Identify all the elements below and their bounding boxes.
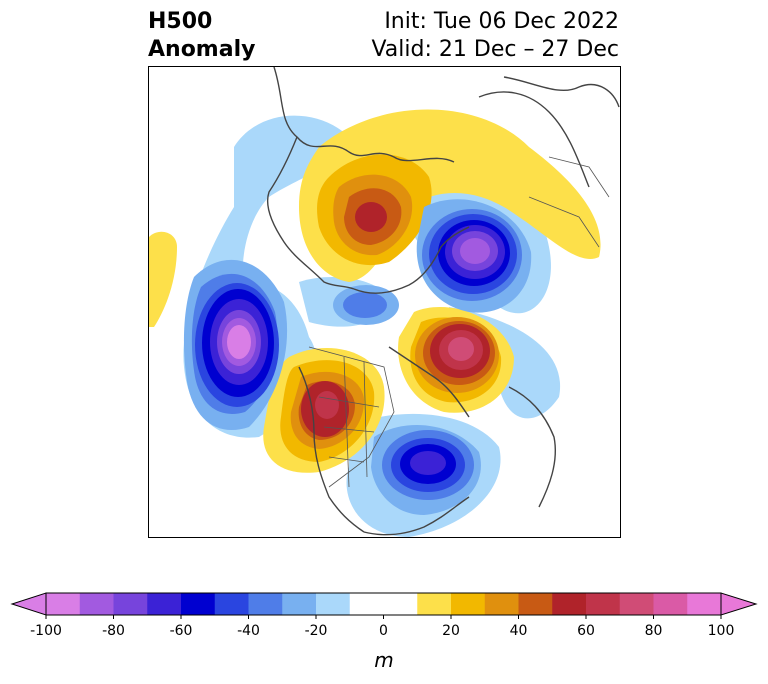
valid-range: Valid: 21 Dec – 27 Dec — [371, 37, 619, 62]
anomaly-map — [148, 66, 621, 538]
colorbar-segment — [316, 593, 351, 615]
contour-pos-left — [149, 231, 177, 327]
colorbar: -100 -80 -60 -40 -20 0 20 40 60 80 100 m — [10, 592, 758, 672]
contour-pos-grn-7 — [448, 337, 474, 361]
colorbar-segment — [248, 593, 283, 615]
colorbar-segment — [518, 593, 553, 615]
title-subfield: Anomaly — [148, 37, 256, 62]
colorbar-tick-label: -80 — [102, 623, 125, 639]
political-borders — [308, 156, 610, 488]
coastlines — [267, 67, 620, 536]
colorbar-tick-label: 60 — [577, 623, 595, 639]
colorbar-segment — [586, 593, 621, 615]
contour-pos-wna-6 — [315, 391, 339, 419]
colorbar-segment — [383, 593, 418, 615]
title-right: Init: Tue 06 Dec 2022 Valid: 21 Dec – 27… — [371, 8, 619, 64]
colorbar-segment — [687, 593, 722, 615]
colorbar-segment — [417, 593, 452, 615]
colorbar-segment — [46, 593, 81, 615]
colorbar-segment — [181, 593, 216, 615]
colorbar-tick-label: -20 — [305, 623, 328, 639]
colorbar-tick-label: -40 — [237, 623, 260, 639]
colorbar-segment — [147, 593, 182, 615]
colorbar-segment — [484, 593, 519, 615]
colorbar-tick-label: -60 — [170, 623, 193, 639]
colorbar-tick-label: 20 — [442, 623, 460, 639]
colorbar-segment — [653, 593, 688, 615]
colorbar-tick-label: 80 — [645, 623, 663, 639]
colorbar-segment — [451, 593, 486, 615]
contour-neg-arc-8 — [460, 238, 490, 264]
colorbar-segment — [552, 593, 587, 615]
title-field: H500 — [148, 9, 213, 34]
colorbar-ticks: -100 -80 -60 -40 -20 0 20 40 60 80 100 — [30, 615, 734, 639]
title-left: H500 Anomaly — [148, 8, 255, 64]
colorbar-unit: m — [374, 648, 393, 672]
colorbar-segment — [113, 593, 148, 615]
contour-pos-sib-5 — [355, 202, 387, 232]
colorbar-extend-max — [720, 592, 758, 616]
init-date: Init: Tue 06 Dec 2022 — [384, 9, 619, 34]
colorbar-tick-label: 0 — [379, 623, 388, 639]
contour-neg-small-2 — [343, 292, 387, 318]
colorbar-segment — [349, 593, 384, 615]
colorbar-extend-min — [10, 592, 47, 616]
colorbar-segment — [214, 593, 249, 615]
colorbar-boxes — [10, 592, 758, 616]
colorbar-tick-label: 100 — [708, 623, 735, 639]
colorbar-segment — [619, 593, 654, 615]
colorbar-tick-label: -100 — [30, 623, 62, 639]
colorbar-segment — [282, 593, 317, 615]
colorbar-segment — [79, 593, 114, 615]
contour-neg-ena-6 — [410, 451, 446, 475]
colorbar-tick-label: 40 — [510, 623, 528, 639]
map-canvas — [149, 67, 620, 537]
contour-neg-pac-9 — [227, 325, 251, 359]
